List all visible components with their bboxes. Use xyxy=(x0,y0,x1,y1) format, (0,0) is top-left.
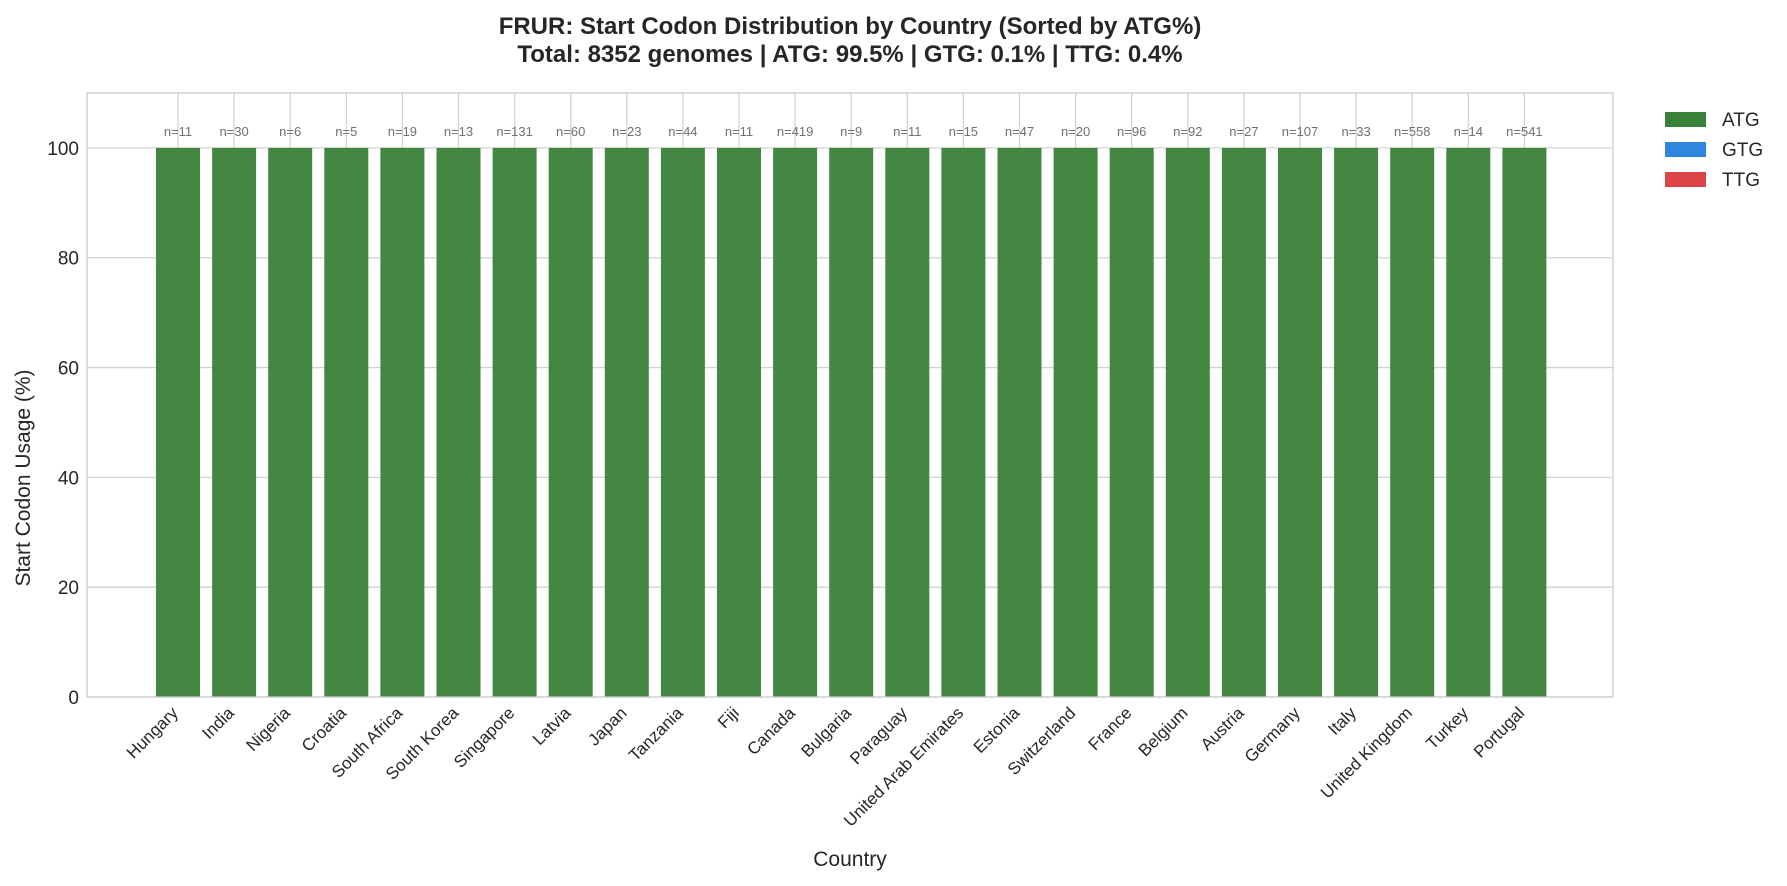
n-label-10: n=11 xyxy=(725,124,753,139)
bar-atg-canada xyxy=(773,147,818,698)
n-label-16: n=20 xyxy=(1061,124,1090,139)
n-label-11: n=419 xyxy=(777,124,814,139)
x-tick-label-belgium: Belgium xyxy=(1135,703,1192,760)
n-label-20: n=107 xyxy=(1282,124,1319,139)
bar-atg-south-korea xyxy=(436,147,481,698)
x-tick-label-india: India xyxy=(198,703,238,743)
n-label-24: n=541 xyxy=(1506,124,1543,139)
x-tick-label-japan: Japan xyxy=(584,703,630,749)
n-label-6: n=131 xyxy=(496,124,533,139)
x-tick-label-latvia: Latvia xyxy=(529,703,575,749)
bar-atg-paraguay xyxy=(885,147,930,698)
bars xyxy=(156,147,1547,698)
bar-atg-turkey xyxy=(1446,147,1491,698)
x-tick-label-croatia: Croatia xyxy=(298,703,351,756)
n-label-22: n=558 xyxy=(1394,124,1431,139)
legend: ATG GTG TTG xyxy=(1665,110,1763,191)
x-tick-label-bulgaria: Bulgaria xyxy=(797,703,855,761)
bar-atg-japan xyxy=(604,147,649,698)
bar-atg-switzerland xyxy=(1053,147,1098,698)
n-label-5: n=13 xyxy=(444,124,473,139)
bar-atg-france xyxy=(1109,147,1154,698)
y-tick-label-40: 40 xyxy=(58,468,79,489)
n-label-18: n=92 xyxy=(1173,124,1202,139)
y-tick-label-100: 100 xyxy=(47,139,79,160)
legend-swatch-atg xyxy=(1665,112,1706,127)
bar-atg-nigeria xyxy=(268,147,313,698)
x-axis-label: Country xyxy=(813,848,887,871)
y-axis-ticks: 0 20 40 60 80 100 xyxy=(47,139,79,709)
legend-swatch-gtg xyxy=(1665,142,1706,157)
bar-atg-austria xyxy=(1221,147,1266,698)
x-tick-label-fiji: Fiji xyxy=(714,703,743,732)
n-label-14: n=15 xyxy=(949,124,978,139)
chart-title: FRUR: Start Codon Distribution by Countr… xyxy=(499,13,1202,40)
legend-label-ttg: TTG xyxy=(1722,170,1760,191)
x-tick-label-france: France xyxy=(1085,703,1136,754)
bar-atg-india xyxy=(212,147,257,698)
x-tick-label-canada: Canada xyxy=(743,703,799,759)
n-label-1: n=30 xyxy=(219,124,248,139)
y-axis-label: Start Codon Usage (%) xyxy=(12,369,35,586)
x-tick-label-italy: Italy xyxy=(1324,703,1360,739)
bar-atg-belgium xyxy=(1165,147,1210,698)
y-tick-label-60: 60 xyxy=(58,359,79,380)
n-label-0: n=11 xyxy=(164,124,192,139)
x-tick-label-portugal: Portugal xyxy=(1470,703,1528,761)
n-label-21: n=33 xyxy=(1341,124,1370,139)
x-tick-label-estonia: Estonia xyxy=(970,703,1024,757)
y-tick-label-20: 20 xyxy=(58,578,79,599)
bar-atg-united-arab-emirates xyxy=(941,147,986,698)
x-tick-label-germany: Germany xyxy=(1241,703,1304,766)
legend-label-gtg: GTG xyxy=(1722,140,1763,161)
bar-atg-fiji xyxy=(717,147,761,698)
bar-atg-latvia xyxy=(548,147,593,698)
bar-atg-hungary xyxy=(156,147,200,698)
n-label-4: n=19 xyxy=(388,124,417,139)
legend-swatch-ttg xyxy=(1665,172,1706,187)
plot-area: n=11 n=30 n=6 n=5 n=19 n=13 n=131 n=60 n=23 n=44 n… xyxy=(86,92,1614,698)
x-tick-label-nigeria: Nigeria xyxy=(243,703,295,755)
y-tick-label-0: 0 xyxy=(68,688,79,709)
y-tick-label-80: 80 xyxy=(58,249,79,270)
x-tick-label-tanzania: Tanzania xyxy=(625,703,687,765)
bar-atg-south-africa xyxy=(380,147,425,698)
n-label-12: n=9 xyxy=(840,124,862,139)
bar-atg-croatia xyxy=(324,147,369,698)
chart-subtitle: Total: 8352 genomes | ATG: 99.5% | GTG: … xyxy=(517,41,1182,68)
bar-atg-singapore xyxy=(492,147,537,698)
n-label-8: n=23 xyxy=(612,124,641,139)
x-tick-label-turkey: Turkey xyxy=(1422,703,1472,753)
n-label-13: n=11 xyxy=(893,124,921,139)
legend-label-atg: ATG xyxy=(1722,110,1760,131)
n-label-3: n=5 xyxy=(335,124,357,139)
x-tick-label-austria: Austria xyxy=(1197,703,1248,754)
n-label-19: n=27 xyxy=(1229,124,1258,139)
n-label-2: n=6 xyxy=(279,124,301,139)
n-label-17: n=96 xyxy=(1117,124,1146,139)
n-label-7: n=60 xyxy=(556,124,585,139)
bar-atg-portugal xyxy=(1502,147,1547,698)
bar-atg-tanzania xyxy=(660,147,705,698)
plot-frame xyxy=(86,92,1614,698)
bar-atg-united-kingdom xyxy=(1390,147,1435,698)
bar-atg-germany xyxy=(1278,147,1322,698)
n-label-9: n=44 xyxy=(668,124,697,139)
n-label-23: n=14 xyxy=(1454,124,1483,139)
bar-atg-estonia xyxy=(997,147,1042,698)
x-tick-label-singapore: Singapore xyxy=(450,703,518,771)
bar-atg-italy xyxy=(1334,147,1379,698)
x-tick-label-hungary: Hungary xyxy=(123,703,182,762)
n-label-15: n=47 xyxy=(1005,124,1034,139)
sample-size-labels: n=11 n=30 n=6 n=5 n=19 n=13 n=131 n=60 n=23 n=44 n… xyxy=(164,124,1543,139)
bar-atg-bulgaria xyxy=(829,147,874,698)
